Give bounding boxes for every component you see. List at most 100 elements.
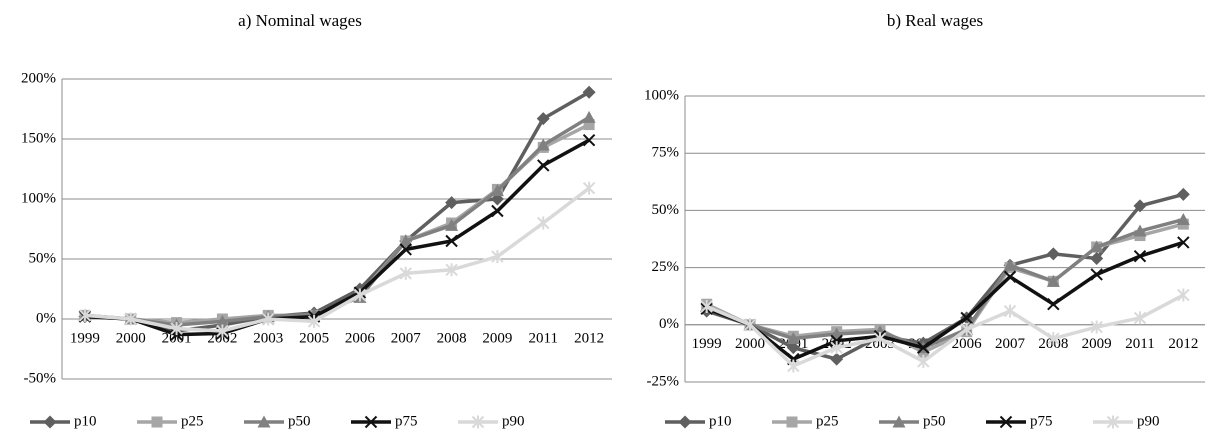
y-tick-label: 75% [652,145,680,161]
series-line [705,217,1184,350]
legend-marker [892,415,906,428]
marker [582,133,596,147]
x-tick-label: 2007 [391,330,422,346]
marker [491,204,504,218]
marker [1046,247,1060,261]
marker [537,159,550,172]
marker [787,359,800,373]
x-tick-label: 2008 [437,330,467,346]
series-line [706,192,1184,361]
marker [170,322,183,336]
x-tick-label: 2006 [345,330,376,346]
marker [1047,298,1060,311]
marker [445,234,458,248]
series-line [84,123,590,325]
marker [1047,332,1060,346]
x-tick-label: 2007 [995,336,1026,352]
x-tick-label: 1999 [70,330,100,346]
marker [1177,236,1190,249]
marker [399,234,413,247]
x-tick-label: 2011 [529,330,558,346]
marker [873,332,887,346]
legend-label: p25 [181,413,204,429]
legend-label: p90 [1137,413,1160,429]
y-tick-label: 50% [29,250,57,266]
y-tick-label: 50% [652,202,680,218]
marker [490,184,504,197]
legend-label: p75 [1030,413,1053,429]
marker [1133,311,1147,325]
x-tick-label: 2006 [952,336,983,352]
legend-marker [1106,415,1120,429]
legend-label: p10 [709,413,732,429]
x-tick-label: 2003 [253,330,283,346]
legend-label: p25 [816,413,839,429]
marker [1133,224,1147,237]
legend-marker [471,415,485,429]
marker [786,332,800,345]
series-line [84,138,590,337]
marker [399,266,412,280]
series-line [706,240,1184,362]
x-tick-label: 2000 [735,336,765,352]
chart: a) Nominal wages -50% 0% 50% 100% 150% 200% 199… [21,11,612,429]
marker [1133,249,1147,263]
marker [399,243,412,256]
legend-marker [999,415,1013,429]
y-tick-label: 100% [644,87,679,103]
marker [583,119,595,131]
marker [582,85,596,99]
y-tick-label: -50% [24,370,57,386]
marker [917,354,930,368]
marker [830,341,843,355]
marker [536,112,550,126]
legend-label: p50 [923,413,946,429]
marker [445,263,458,277]
series-line [84,186,591,333]
legend-marker [678,415,692,429]
marker [960,322,973,336]
series-line [84,90,590,333]
x-tick-label: 1999 [692,336,722,352]
marker [215,314,229,327]
x-tick-label: 2005 [299,330,329,346]
marker [743,318,757,332]
series-line [84,115,590,327]
y-tick-label: 0% [659,316,679,332]
legend-marker [151,416,163,428]
marker [700,299,713,313]
marker [1177,288,1190,302]
legend-marker [257,415,271,428]
marker [537,216,550,230]
chart-title: b) Real wages [887,11,983,30]
marker [1090,240,1104,253]
legend-label: p10 [74,413,97,429]
marker [1090,268,1103,281]
marker [830,352,844,366]
legend-marker [364,415,378,429]
x-tick-label: 2009 [1082,336,1112,352]
marker [1176,213,1190,226]
legend-marker [43,415,57,429]
marker [786,341,800,355]
marker [1003,304,1017,318]
y-tick-label: 200% [21,70,56,86]
marker [582,181,596,195]
x-tick-label: 2009 [482,330,512,346]
y-tick-label: 25% [652,259,680,275]
marker [1003,258,1017,271]
marker [536,138,550,151]
marker [491,250,504,264]
legend-label: p90 [502,413,525,429]
legend-label: p50 [288,413,311,429]
y-tick-label: 100% [21,190,56,206]
y-tick-label: 0% [36,310,56,326]
marker [78,308,92,322]
marker [353,288,367,302]
marker [1090,320,1103,334]
marker [445,218,459,231]
marker [216,324,229,338]
marker [1046,274,1060,287]
marker [445,196,459,210]
